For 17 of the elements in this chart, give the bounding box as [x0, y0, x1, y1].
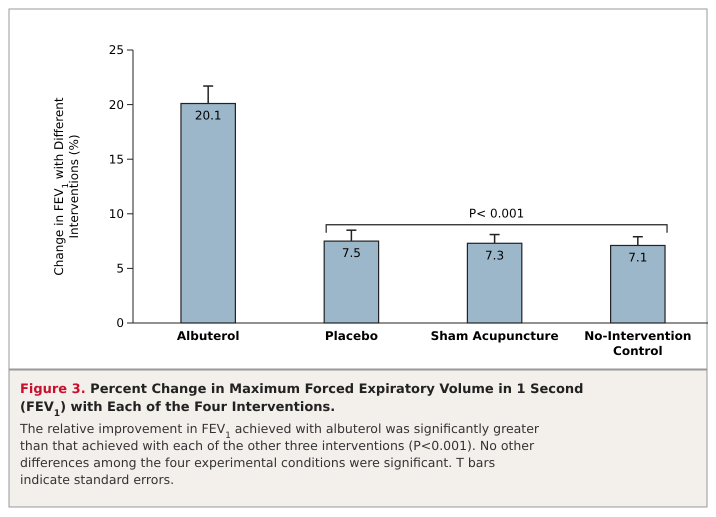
y-tick-label: 0 [116, 316, 124, 330]
y-tick-label: 5 [116, 262, 124, 276]
annotation: P< 0.001 [468, 206, 524, 221]
text: The relative improvement in FEV$_{1}$ achieved with albuterol was significantly greater than that achieved with each of the other three interventions (P<0.001). No other differences among the four experimental conditions were significant. T bars indicate standard errors. [19, 421, 540, 487]
data-label: 20.1 [194, 108, 222, 123]
y-tick-label: 10 [108, 207, 124, 221]
y-tick-label: 25 [108, 43, 124, 58]
chart-title: Figure 3. Percent Change in Maximum Forced Expiratory Volume in 1 Second (FEV$_{1}$) with Each of the Four Interventions. [20, 382, 584, 419]
y-tick-label: 20 [108, 98, 124, 112]
x-tick-label: No-Intervention Control [584, 329, 692, 358]
x-tick-label: Placebo [324, 329, 378, 343]
x-tick-label: Sham Acupuncture [430, 329, 559, 343]
data-label: 7.1 [628, 250, 648, 264]
data-label: 7.5 [342, 246, 361, 260]
data-label: 7.3 [485, 248, 504, 262]
y-tick-label: 15 [108, 152, 124, 166]
x-tick-label: Albuterol [176, 329, 240, 343]
